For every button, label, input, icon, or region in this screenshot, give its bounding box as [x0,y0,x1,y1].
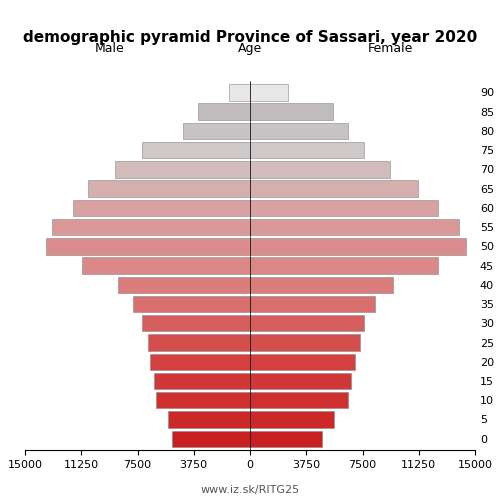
Text: Male: Male [95,42,125,55]
Bar [172,430,250,447]
Bar [250,122,348,139]
Bar [250,373,350,389]
Bar [250,84,288,100]
Bar [250,258,438,274]
Bar [168,412,250,428]
Bar [198,104,250,120]
Bar [118,276,250,293]
Bar [142,315,250,332]
Bar [250,276,392,293]
Bar [142,142,250,158]
Bar [250,200,438,216]
Bar [148,334,250,350]
Text: Age: Age [238,42,262,55]
Bar [52,219,250,236]
Bar [250,354,355,370]
Bar [250,161,390,178]
Bar [250,315,364,332]
Bar [250,180,418,197]
Bar [250,412,334,428]
Bar [115,161,250,178]
Bar [182,122,250,139]
Bar [133,296,250,312]
Text: www.iz.sk/RITG25: www.iz.sk/RITG25 [200,485,300,495]
Bar [156,392,250,408]
Bar [46,238,250,254]
Bar [73,200,250,216]
Bar [250,104,332,120]
Bar [150,354,250,370]
Bar [250,334,360,350]
Bar [82,258,250,274]
Bar [250,142,364,158]
Bar [154,373,250,389]
Text: Female: Female [368,42,412,55]
Bar [250,219,458,236]
Bar [88,180,250,197]
Bar [250,392,348,408]
Bar [250,430,322,447]
Bar [250,296,374,312]
Title: demographic pyramid Province of Sassari, year 2020: demographic pyramid Province of Sassari,… [23,30,477,45]
Bar [229,84,250,100]
Bar [250,238,466,254]
